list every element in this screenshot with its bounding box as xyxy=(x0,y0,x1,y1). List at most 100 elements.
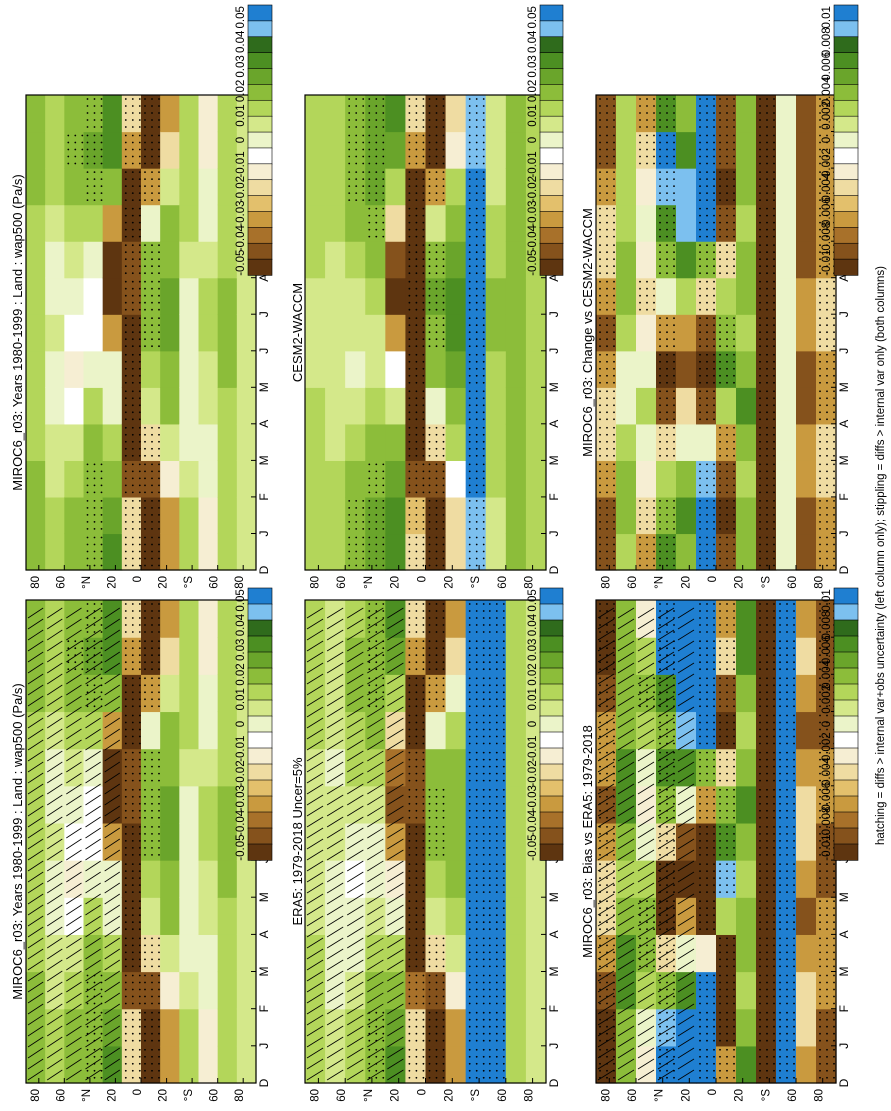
stipple-dot xyxy=(93,550,96,553)
stipple-dot xyxy=(468,937,471,940)
stipple-dot xyxy=(733,1055,735,1058)
stipple-dot xyxy=(733,728,735,731)
hatch-line xyxy=(27,783,44,795)
stipple-dot xyxy=(482,981,485,984)
stipple-dot xyxy=(131,891,134,893)
colorbar-label: -0.002 xyxy=(821,732,833,765)
stipple-dot xyxy=(151,684,153,687)
stipple-dot xyxy=(144,944,146,947)
stipple-dot xyxy=(382,1048,385,1051)
hatch-line xyxy=(367,926,384,938)
stipple-dot xyxy=(719,765,721,768)
stipple-dot xyxy=(151,816,153,819)
stipple-dot xyxy=(599,705,601,708)
colorbar-bin xyxy=(539,651,564,669)
stipple-dot xyxy=(368,1025,371,1028)
stipple-dot xyxy=(779,958,781,961)
stipple-dot xyxy=(659,951,661,954)
heat-cell xyxy=(525,277,547,315)
stipple-dot xyxy=(488,677,491,680)
stipple-dot xyxy=(368,564,371,567)
stipple-dot xyxy=(713,877,715,879)
stipple-dot xyxy=(124,758,127,761)
stipple-dot xyxy=(659,965,661,968)
stipple-dot xyxy=(100,1032,103,1035)
heat-cell xyxy=(160,897,180,935)
stipple-dot xyxy=(819,833,821,835)
stipple-dot xyxy=(348,141,351,144)
stipple-dot xyxy=(488,661,491,664)
stipple-dot xyxy=(408,617,411,619)
stipple-dot xyxy=(475,684,478,687)
stipple-dot xyxy=(673,610,675,612)
colorbar-label: 0.03 xyxy=(235,55,247,77)
hatch-line xyxy=(46,739,63,751)
stipple-dot xyxy=(706,779,708,782)
stipple-dot xyxy=(726,728,728,731)
stipple-dot xyxy=(826,981,828,984)
stipple-dot xyxy=(348,112,351,114)
hatch-line xyxy=(657,783,675,795)
stipple-dot xyxy=(442,610,445,612)
hatch-line xyxy=(387,651,404,663)
heat-cell xyxy=(736,1045,757,1084)
stipple-dot xyxy=(158,705,160,708)
stipple-dot xyxy=(713,816,715,819)
colorbar-bin xyxy=(539,827,564,845)
stipple-dot xyxy=(786,870,788,872)
stipple-dot xyxy=(86,134,89,137)
stipple-dot xyxy=(502,668,505,671)
stipple-dot xyxy=(613,928,615,931)
heat-cell xyxy=(736,711,757,750)
stipple-dot xyxy=(382,521,385,523)
heat-cell xyxy=(485,785,507,824)
stipple-dot xyxy=(786,603,788,605)
heat-cell xyxy=(505,934,527,973)
stipple-dot xyxy=(138,951,141,954)
stipple-dot xyxy=(659,1002,661,1005)
stipple-dot xyxy=(144,447,146,450)
stipple-dot xyxy=(415,765,418,768)
hatch-line xyxy=(85,750,101,762)
stipple-dot xyxy=(673,974,675,977)
heat-cell xyxy=(656,1008,677,1047)
stipple-dot xyxy=(666,891,668,893)
stipple-dot xyxy=(733,661,735,664)
stipple-dot xyxy=(726,684,728,687)
stipple-dot xyxy=(713,921,715,924)
stipple-dot xyxy=(100,603,103,605)
stipple-dot xyxy=(100,171,103,174)
stipple-dot xyxy=(659,937,661,940)
hatch-line xyxy=(387,981,404,993)
stipple-dot xyxy=(144,705,146,708)
stipple-dot xyxy=(719,863,721,865)
heat-cell xyxy=(656,711,677,750)
stipple-dot xyxy=(766,870,768,872)
heat-cell xyxy=(345,711,366,750)
heat-cell xyxy=(160,95,180,133)
stipple-dot xyxy=(355,119,358,121)
stipple-dot xyxy=(606,826,608,828)
stipple-dot xyxy=(646,965,648,968)
stipple-dot xyxy=(138,847,141,849)
hatch-line xyxy=(46,651,63,663)
heat-cell xyxy=(465,674,487,713)
stipple-dot xyxy=(100,192,103,195)
stipple-dot xyxy=(435,809,438,812)
stipple-dot xyxy=(355,98,358,100)
heat-cell xyxy=(141,350,161,388)
stipple-dot xyxy=(375,199,378,202)
heat-cell xyxy=(141,131,161,169)
stipple-dot xyxy=(793,877,795,879)
heat-cell xyxy=(305,860,326,898)
stipple-dot xyxy=(435,981,438,984)
stipple-dot xyxy=(375,228,378,231)
stipple-dot xyxy=(773,677,775,680)
stipple-dot xyxy=(706,988,708,991)
stipple-dot xyxy=(348,185,351,188)
stipple-dot xyxy=(495,640,498,643)
stipple-dot xyxy=(138,995,141,998)
stipple-dot xyxy=(415,631,418,633)
heat-cell xyxy=(385,423,407,461)
colorbar-label: 0.05 xyxy=(527,589,539,611)
